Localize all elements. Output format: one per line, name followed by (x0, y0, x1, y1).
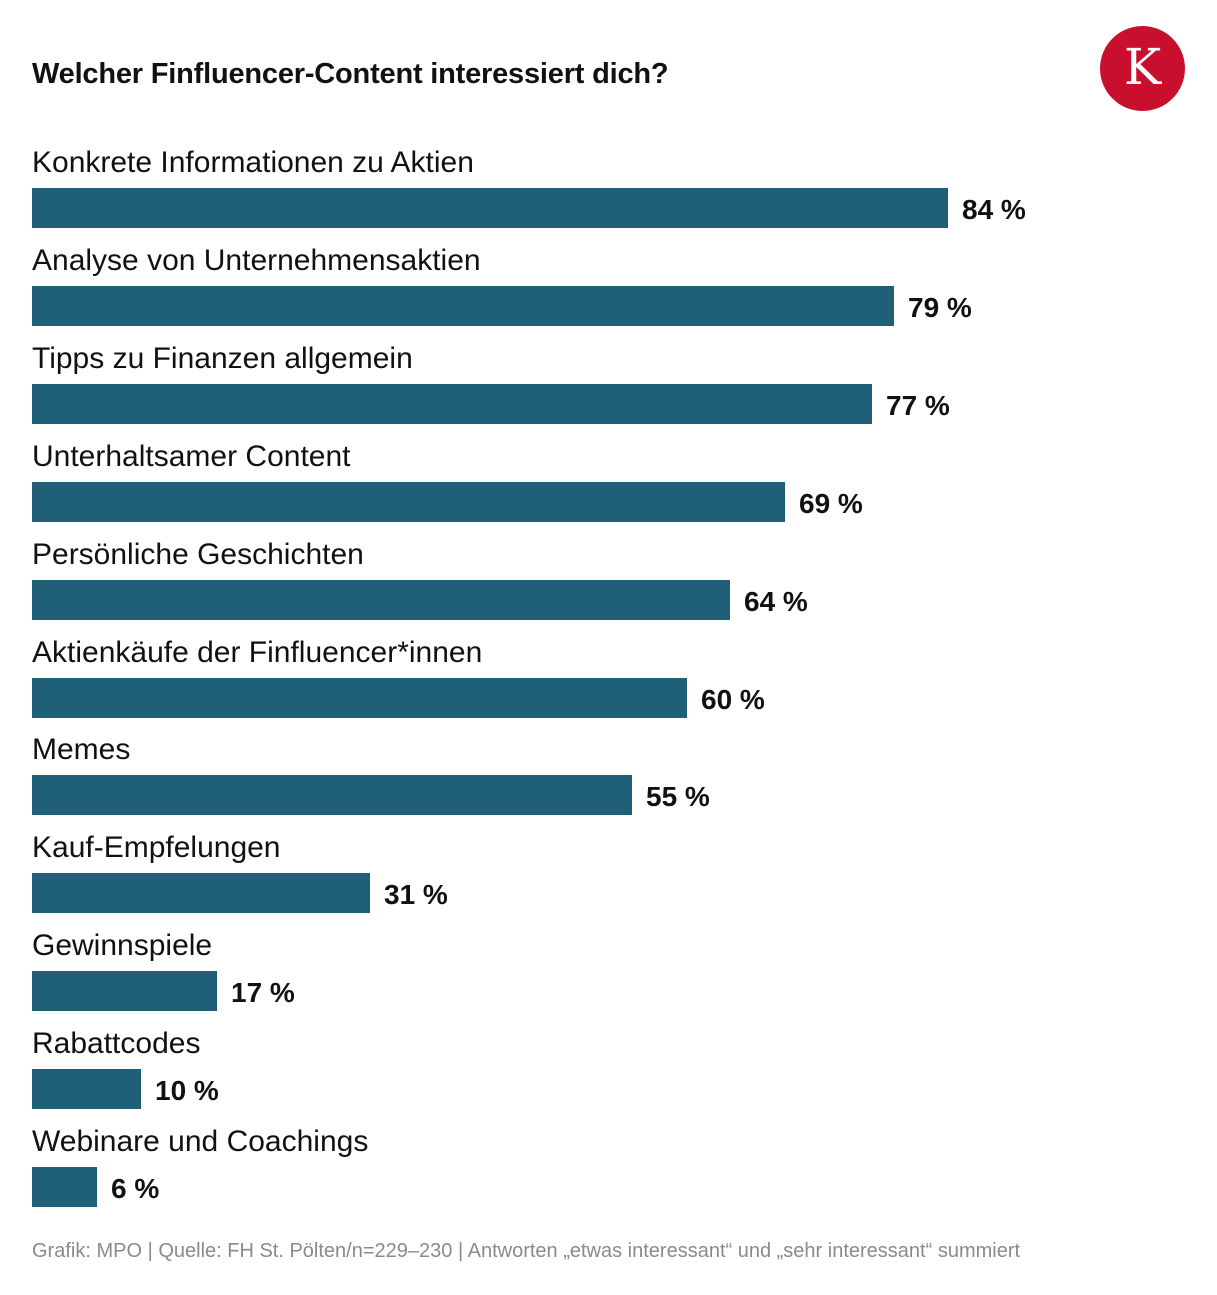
value-label: 79 % (908, 292, 972, 323)
bar (32, 775, 632, 815)
category-label: Persönliche Geschichten (32, 538, 364, 571)
value-label: 77 % (886, 390, 950, 421)
bar (32, 580, 730, 620)
category-label: Aktienkäufe der Finfluencer*innen (32, 636, 483, 669)
category-label: Konkrete Informationen zu Aktien (32, 146, 474, 179)
chart-title: Welcher Finfluencer-Content interessiert… (32, 58, 669, 90)
bar (32, 1069, 141, 1109)
category-label: Unterhaltsamer Content (32, 440, 351, 473)
bar (32, 286, 894, 326)
value-label: 10 % (155, 1075, 219, 1106)
bar (32, 971, 217, 1011)
value-label: 64 % (744, 586, 808, 617)
bar (32, 188, 948, 228)
value-label: 17 % (231, 977, 295, 1008)
brand-logo: K (1100, 26, 1185, 111)
category-label: Rabattcodes (32, 1027, 201, 1060)
bar (32, 678, 687, 718)
value-label: 31 % (384, 879, 448, 910)
value-label: 6 % (111, 1173, 160, 1204)
category-label: Analyse von Unternehmensaktien (32, 244, 481, 277)
category-label: Memes (32, 733, 131, 766)
bar (32, 482, 785, 522)
value-label: 84 % (962, 194, 1026, 225)
source-footer: Grafik: MPO | Quelle: FH St. Pölten/n=22… (32, 1240, 1021, 1262)
bar (32, 873, 370, 913)
value-label: 55 % (646, 781, 710, 812)
brand-logo-letter: K (1123, 37, 1162, 96)
bar (32, 384, 872, 424)
bar (32, 1167, 97, 1207)
value-label: 69 % (799, 488, 863, 519)
category-label: Webinare und Coachings (32, 1125, 369, 1158)
category-label: Tipps zu Finanzen allgemein (32, 342, 413, 375)
category-label: Kauf-Empfelungen (32, 831, 281, 864)
category-label: Gewinnspiele (32, 929, 213, 962)
value-label: 60 % (701, 684, 765, 715)
